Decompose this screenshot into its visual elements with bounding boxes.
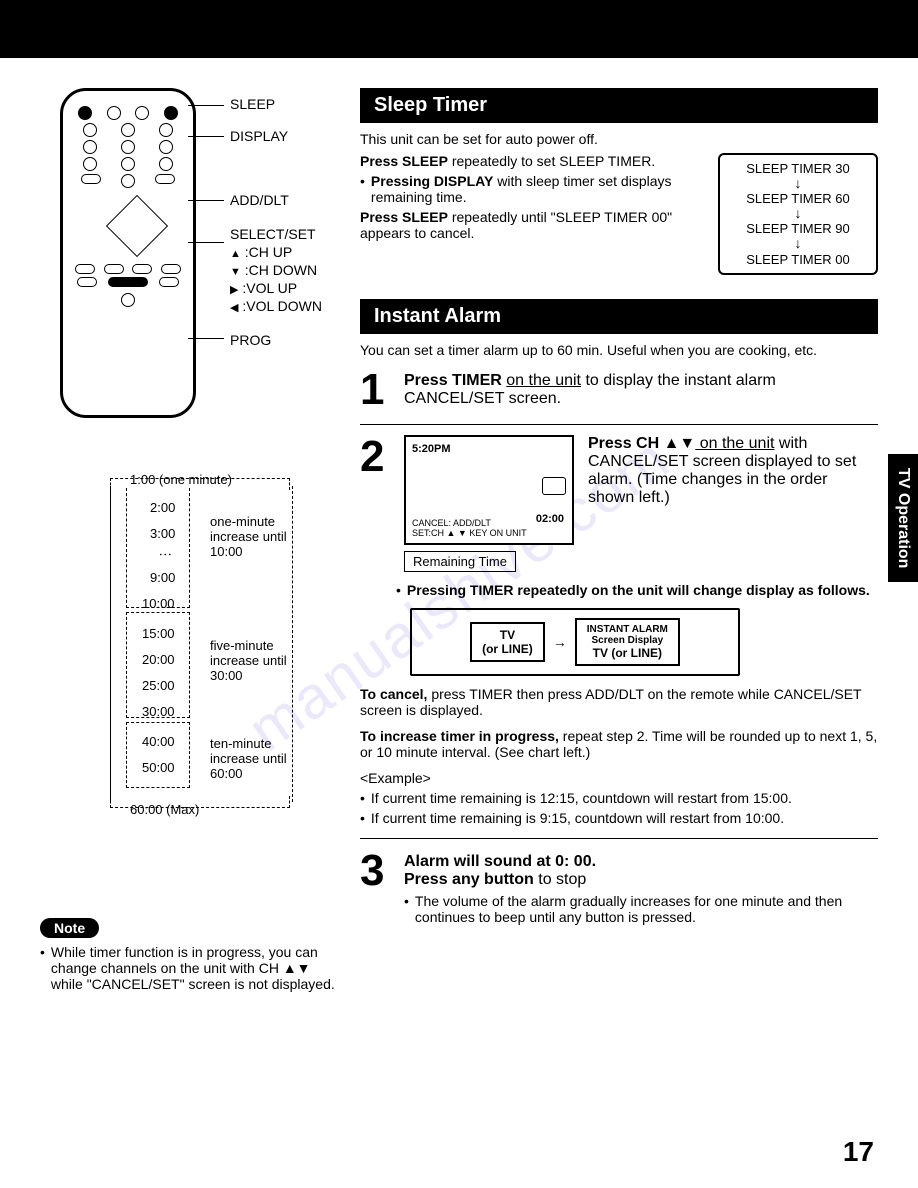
sleep-instr1: Press SLEEP repeatedly to set SLEEP TIME… <box>360 153 698 169</box>
sleep-instr2: Press SLEEP repeatedly until "SLEEP TIME… <box>360 209 698 241</box>
example2: If current time remaining is 9:15, count… <box>371 810 784 826</box>
label-volup: :VOL UP <box>230 280 297 296</box>
cycle-2: SLEEP TIMER 90 <box>726 221 870 236</box>
manual-page: manualshive.com TV Operation <box>0 0 918 1188</box>
cycle-1: SLEEP TIMER 60 <box>726 191 870 206</box>
cycle-0: SLEEP TIMER 30 <box>726 161 870 176</box>
label-prog: PROG <box>230 332 271 348</box>
alarm-header: Instant Alarm <box>360 299 878 334</box>
note-section: Note • While timer function is in progre… <box>40 918 340 992</box>
sleep-header: Sleep Timer <box>360 88 878 123</box>
cancel-text: To cancel, press TIMER then press ADD/DL… <box>360 686 878 718</box>
chart-label3: ten-minute increase until 60:00 <box>210 736 320 781</box>
alarm-bullet2: Pressing TIMER repeatedly on the unit wi… <box>407 582 870 598</box>
chart-label2: five-minute increase until 30:00 <box>210 638 320 683</box>
clock-icon <box>542 477 566 495</box>
remote-outline <box>60 88 196 418</box>
time-chart: 1:00 (one minute) 2:00 3:00 ⋮ 9:00 10:00… <box>70 478 340 898</box>
label-sleep: SLEEP <box>230 96 275 112</box>
step-1: 1 Press TIMER on the unit to display the… <box>360 368 878 412</box>
flow-box-alarm: INSTANT ALARM Screen Display TV (or LINE… <box>575 618 680 666</box>
chart-bottom: 60:00 (Max) <box>130 802 199 817</box>
flow-box-tv: TV (or LINE) <box>470 622 545 662</box>
example1: If current time remaining is 12:15, coun… <box>371 790 792 806</box>
flow-diagram: TV (or LINE) → INSTANT ALARM Screen Disp… <box>410 608 740 676</box>
chart-top: 1:00 (one minute) <box>130 472 232 487</box>
label-voldown: :VOL DOWN <box>230 298 322 314</box>
step3-bullet: The volume of the alarm gradually increa… <box>415 893 878 925</box>
sleep-intro: This unit can be set for auto power off. <box>360 131 878 147</box>
label-adddlt: ADD/DLT <box>230 192 289 208</box>
label-chup: :CH UP <box>230 244 292 260</box>
remote-diagram: SLEEP DISPLAY ADD/DLT SELECT/SET :CH UP … <box>60 88 340 418</box>
top-black-bar <box>0 0 918 58</box>
sleep-cycle-box: SLEEP TIMER 30 ↓ SLEEP TIMER 60 ↓ SLEEP … <box>718 153 878 275</box>
step3-num: 3 <box>360 849 396 893</box>
cycle-3: SLEEP TIMER 00 <box>726 252 870 267</box>
side-tab: TV Operation <box>888 454 918 582</box>
label-chdown: :CH DOWN <box>230 262 317 278</box>
step2-num: 2 <box>360 435 396 479</box>
note-badge: Note <box>40 918 99 938</box>
screen-diagram: 5:20PM CANCEL: ADD/DLT SET:CH ▲ ▼ KEY ON… <box>404 435 574 545</box>
step1-num: 1 <box>360 368 396 412</box>
sleep-bullet1: Pressing DISPLAY with sleep timer set di… <box>371 173 698 205</box>
label-display: DISPLAY <box>230 128 288 144</box>
alarm-intro: You can set a timer alarm up to 60 min. … <box>360 342 878 358</box>
page-number: 17 <box>843 1136 874 1168</box>
note-text: While timer function is in progress, you… <box>51 944 340 992</box>
step-3: 3 Alarm will sound at 0: 00. Press any b… <box>360 849 878 929</box>
chart-label1: one-minute increase until 10:00 <box>210 514 320 559</box>
example-header: <Example> <box>360 770 878 786</box>
increase-text: To increase timer in progress, repeat st… <box>360 728 878 760</box>
screen-time: 02:00 <box>536 513 564 525</box>
label-selectset: SELECT/SET <box>230 226 316 242</box>
step-2: 2 5:20PM CANCEL: ADD/DLT SET:CH ▲ ▼ KEY … <box>360 435 878 572</box>
right-column: Sleep Timer This unit can be set for aut… <box>360 88 878 996</box>
left-column: SLEEP DISPLAY ADD/DLT SELECT/SET :CH UP … <box>40 88 340 996</box>
remaining-label: Remaining Time <box>404 551 516 572</box>
